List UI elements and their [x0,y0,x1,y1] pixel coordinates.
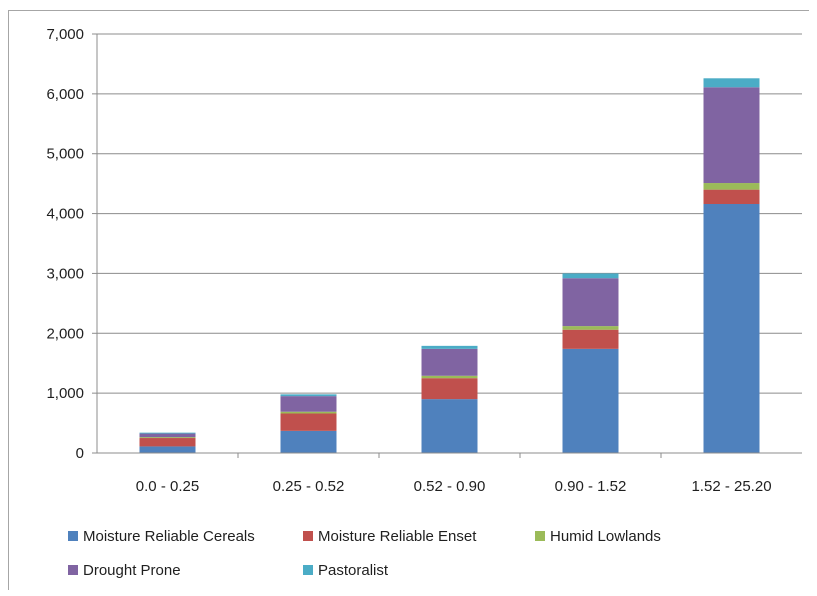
legend-swatch [303,531,313,541]
bar-segment [139,438,196,447]
bar-segment [703,203,760,453]
y-tick-label: 1,000 [46,385,84,402]
bar-segment [703,189,760,204]
bar-segment [280,396,337,412]
legend-label: Pastoralist [318,561,389,579]
chart-frame [8,10,809,590]
legend-label: Humid Lowlands [550,527,661,545]
legend-swatch [68,531,78,541]
bar-segment [703,183,760,190]
y-tick-label: 7,000 [46,26,84,43]
bar-stack [562,273,619,453]
bar-segment [421,345,478,349]
legend-item: Drought Prone [68,562,303,579]
bar-segment [139,446,196,453]
legend-swatch [535,531,545,541]
bar-segment [421,399,478,453]
x-tick-label: 0.25 - 0.52 [273,478,345,495]
y-tick-label: 4,000 [46,206,84,223]
x-tick-label: 1.52 - 25.20 [691,478,771,495]
bar-segment [139,433,196,438]
bar-segment [703,78,760,88]
x-tick-label: 0.0 - 0.25 [136,478,199,495]
legend-item: Moisture Reliable Enset [303,528,535,545]
y-tick-labels: 0 1,000 2,000 3,000 4,000 5,000 6,000 7,000 [46,26,84,462]
legend-row: Drought Prone Pastoralist [68,559,808,581]
y-tick-label: 0 [76,445,84,462]
legend-swatch [68,565,78,575]
legend-label: Moisture Reliable Enset [318,527,477,545]
y-tick-label: 2,000 [46,325,84,342]
legend-label: Moisture Reliable Cereals [83,527,255,545]
bar-segment [139,437,196,439]
bar-stacks [139,78,760,453]
bar-segment [421,348,478,376]
legend-item: Pastoralist [303,562,535,579]
bar-segment [280,394,337,397]
bar-segment [703,87,760,184]
y-tick-label: 3,000 [46,265,84,282]
bar-segment [280,430,337,453]
legend-row: Moisture Reliable Cereals Moisture Reliab… [68,525,808,547]
bar-segment [421,378,478,400]
bar-segment [562,278,619,327]
legend-item: Humid Lowlands [535,528,715,545]
y-tick-label: 5,000 [46,146,84,163]
bar-segment [562,329,619,349]
x-tick-labels: 0.0 - 0.25 0.25 - 0.52 0.52 - 0.90 0.90 - 1… [136,478,772,495]
legend-label: Drought Prone [83,561,181,579]
bar-stack [421,345,478,453]
chart-legend: Moisture Reliable Cereals Moisture Reliab… [68,525,808,593]
bar-stack [703,78,760,453]
legend-swatch [303,565,313,575]
bar-segment [421,375,478,379]
axes [96,34,802,454]
x-tick-label: 0.52 - 0.90 [414,478,486,495]
bar-segment [280,413,337,431]
bar-segment [280,411,337,414]
bar-segment [562,273,619,279]
y-tick-label: 6,000 [46,86,84,103]
bar-segment [562,348,619,453]
x-tick-label: 0.90 - 1.52 [555,478,627,495]
bar-stack [139,432,196,453]
bar-segment [139,432,196,434]
legend-item: Moisture Reliable Cereals [68,528,303,545]
bar-stack [280,394,337,453]
bar-segment [562,326,619,330]
